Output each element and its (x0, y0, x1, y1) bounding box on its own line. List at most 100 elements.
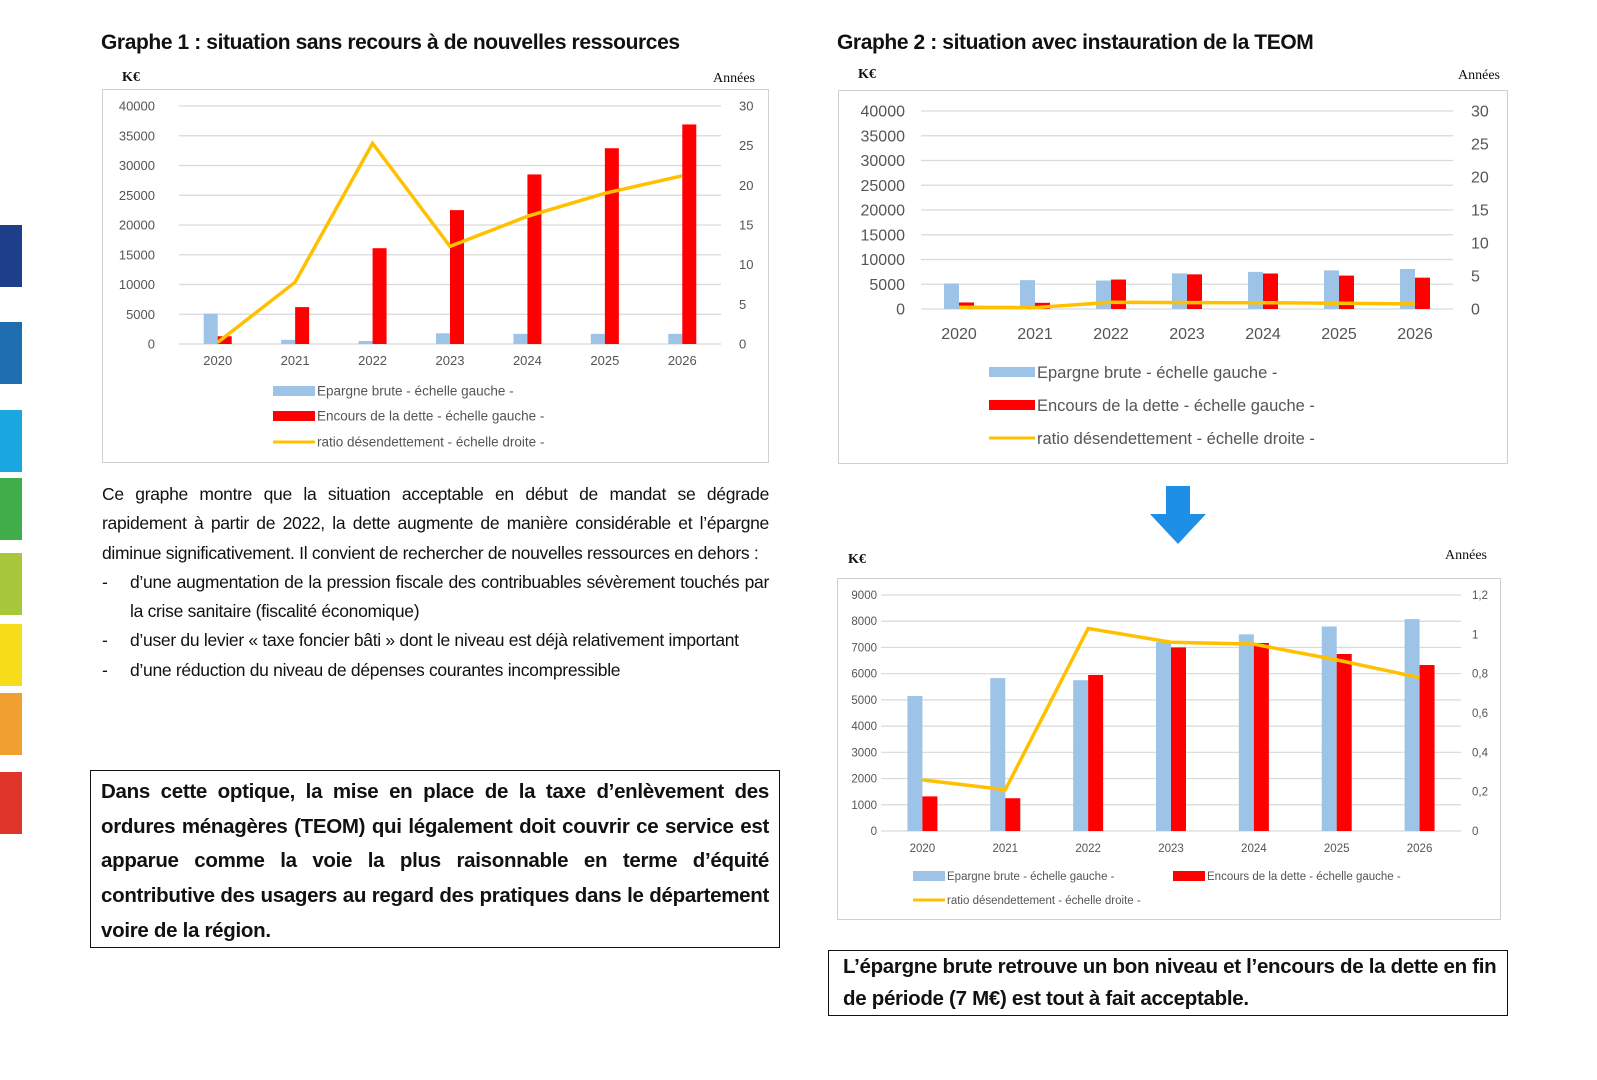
x-axis-tick-label: 2022 (1093, 326, 1129, 343)
graph2-title: Graphe 2 : situation avec instauration d… (837, 31, 1314, 54)
left-axis-tick-label: 7000 (851, 642, 877, 654)
bar-dette (1005, 798, 1021, 831)
legend-swatch (1173, 871, 1205, 881)
bar-dette (604, 148, 619, 344)
x-axis-tick-label: 2025 (1324, 843, 1350, 855)
bar-dette (527, 174, 542, 344)
bar-dette (217, 336, 232, 344)
legend-swatch (989, 367, 1035, 377)
right-axis-tick-label: 20 (739, 178, 753, 193)
left-axis-tick-label: 0 (896, 302, 905, 319)
left-axis-tick-label: 0 (871, 826, 877, 838)
legend-label: Encours de la dette - échelle gauche - (1037, 397, 1315, 415)
bar-epargne (1248, 271, 1263, 309)
color-stripe (0, 772, 22, 834)
graph1-title: Graphe 1 : situation sans recours à de n… (101, 31, 680, 54)
left-axis-tick-label: 5000 (126, 307, 155, 322)
alternatives-list: d’une augmentation de la pression fiscal… (102, 568, 769, 685)
right-axis-tick-label: 10 (739, 257, 753, 272)
teom-callout: Dans cette optique, la mise en place de … (90, 770, 780, 948)
graph2-left-unit: K€ (858, 67, 876, 82)
color-stripe (0, 624, 22, 686)
bar-epargne (1321, 626, 1337, 831)
right-axis-tick-label: 1,2 (1472, 590, 1488, 602)
x-axis-tick-label: 2024 (1241, 843, 1267, 855)
legend-label: ratio désendettement - échelle droite - (947, 895, 1141, 907)
bar-dette (1088, 674, 1104, 831)
x-axis-tick-label: 2023 (1158, 843, 1184, 855)
list-item: d’une réduction du niveau de dépenses co… (102, 656, 769, 686)
bar-epargne (1324, 270, 1339, 309)
analysis-paragraph: Ce graphe montre que la situation accept… (102, 484, 769, 563)
right-axis-tick-label: 10 (1471, 236, 1489, 253)
list-item: d’une augmentation de la pression fiscal… (102, 568, 769, 627)
left-axis-tick-label: 25000 (861, 178, 906, 195)
left-axis-tick-label: 5000 (851, 695, 877, 707)
bar-epargne (1238, 634, 1254, 831)
right-axis-tick-label: 25 (1471, 137, 1489, 154)
bar-epargne (358, 341, 373, 344)
ratio-line (216, 140, 683, 344)
left-axis-tick-label: 10000 (861, 252, 906, 269)
bar-epargne (513, 333, 528, 344)
left-axis-tick-label: 35000 (861, 128, 906, 145)
x-axis-tick-label: 2020 (203, 353, 232, 368)
legend-label: Encours de la dette - échelle gauche - (1207, 871, 1401, 883)
bar-epargne (590, 333, 605, 344)
x-axis-tick-label: 2026 (1407, 843, 1433, 855)
legend-label: ratio désendettement - échelle droite - (1037, 430, 1315, 448)
x-axis-tick-label: 2021 (992, 843, 1018, 855)
right-axis-tick-label: 15 (1471, 203, 1489, 220)
legend-swatch (273, 386, 315, 396)
bar-epargne (907, 695, 923, 831)
legend-label: Encours de la dette - échelle gauche - (317, 409, 544, 424)
right-axis-tick-label: 15 (739, 218, 753, 233)
bar-epargne (203, 313, 218, 344)
bar-dette (1253, 642, 1269, 831)
bar-dette (1339, 275, 1354, 309)
left-axis-tick-label: 3000 (851, 747, 877, 759)
left-axis-tick-label: 6000 (851, 669, 877, 681)
left-axis-tick-label: 30000 (119, 158, 155, 173)
bar-dette (295, 307, 310, 344)
legend-swatch (989, 400, 1035, 410)
list-item: d’user du levier « taxe foncier bâti » d… (102, 626, 769, 656)
left-axis-tick-label: 40000 (861, 104, 906, 121)
bar-epargne (1400, 269, 1415, 309)
x-axis-tick-label: 2020 (941, 326, 977, 343)
legend-label: ratio désendettement - échelle droite - (317, 435, 544, 450)
bar-dette (1415, 277, 1430, 309)
bar-dette (450, 210, 464, 344)
left-axis-tick-label: 15000 (861, 227, 906, 244)
ratio-line (958, 300, 1416, 310)
left-axis-tick-label: 20000 (861, 203, 906, 220)
x-axis-tick-label: 2022 (1075, 843, 1101, 855)
left-axis-tick-label: 8000 (851, 616, 877, 628)
right-axis-tick-label: 1 (1472, 629, 1478, 641)
bar-epargne (436, 333, 450, 344)
right-axis-tick-label: 0,4 (1472, 747, 1489, 759)
left-axis-tick-label: 9000 (851, 590, 877, 602)
left-axis-tick-label: 20000 (119, 218, 155, 233)
bar-epargne (990, 678, 1006, 831)
x-axis-tick-label: 2021 (281, 353, 310, 368)
bar-dette (1187, 274, 1202, 309)
right-axis-tick-label: 30 (739, 99, 753, 114)
left-axis-tick-label: 15000 (119, 247, 155, 262)
left-axis-tick-label: 0 (148, 337, 155, 352)
right-axis-tick-label: 0 (739, 337, 746, 352)
left-axis-tick-label: 1000 (851, 800, 877, 812)
right-axis-tick-label: 20 (1471, 170, 1489, 187)
x-axis-tick-label: 2022 (358, 353, 387, 368)
color-stripe (0, 693, 22, 755)
bar-dette (1263, 273, 1278, 309)
graph1-right-unit: Années (713, 71, 755, 86)
down-arrow-icon (1150, 486, 1206, 544)
left-axis-tick-label: 35000 (119, 128, 155, 143)
x-axis-tick-label: 2026 (668, 353, 697, 368)
bar-epargne (1156, 642, 1171, 831)
left-axis-tick-label: 40000 (119, 99, 155, 114)
right-axis-tick-label: 0,6 (1472, 708, 1488, 720)
bar-epargne (944, 283, 959, 309)
conclusion-callout: L’épargne brute retrouve un bon niveau e… (828, 950, 1508, 1016)
